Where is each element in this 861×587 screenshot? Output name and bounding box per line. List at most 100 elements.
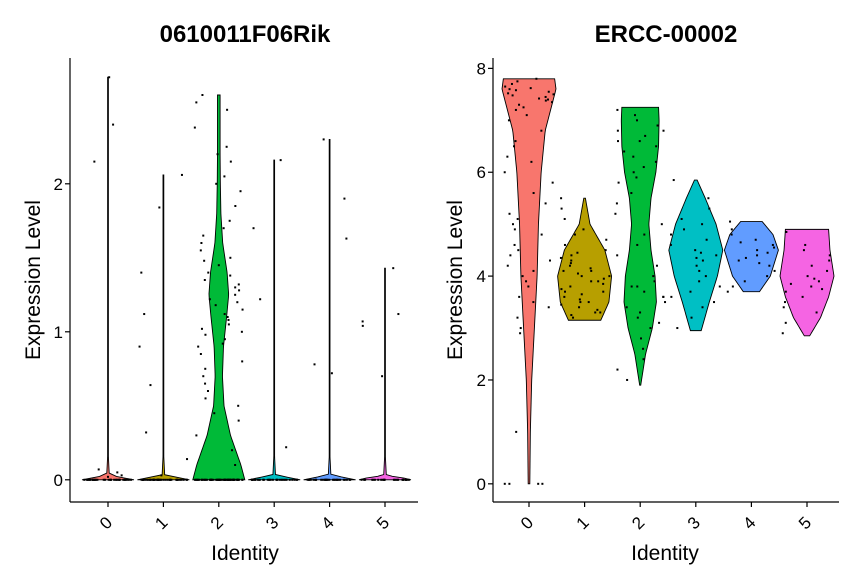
point-right-3-2 bbox=[708, 207, 711, 210]
point-left-2-26 bbox=[205, 478, 208, 481]
chart-title-left: 0610011F06Rik bbox=[160, 21, 331, 48]
point-left-3-14 bbox=[258, 478, 261, 481]
point-right-2-33 bbox=[649, 327, 652, 330]
point-left-1-1 bbox=[154, 478, 157, 481]
point-left-1-23 bbox=[157, 478, 160, 481]
point-right-2-21 bbox=[616, 254, 619, 257]
point-right-2-29 bbox=[625, 306, 628, 309]
point-left-1-29 bbox=[142, 478, 145, 481]
point-right-4-0 bbox=[729, 220, 732, 223]
point-left-0-10 bbox=[107, 478, 110, 481]
points-group-right-2 bbox=[614, 108, 667, 381]
point-right-1-10 bbox=[559, 256, 562, 259]
point-left-1-33 bbox=[180, 478, 183, 481]
point-left-1-41 bbox=[158, 206, 161, 209]
point-left-1-24 bbox=[140, 478, 143, 481]
violin-group-left-5 bbox=[358, 267, 412, 481]
point-right-1-14 bbox=[589, 267, 592, 270]
point-left-0-33 bbox=[104, 478, 107, 481]
point-left-1-22 bbox=[177, 478, 179, 481]
point-left-2-68 bbox=[215, 182, 218, 185]
point-right-5-0 bbox=[785, 230, 788, 233]
point-right-0-19 bbox=[551, 101, 554, 104]
point-right-3-17 bbox=[698, 280, 701, 283]
point-left-5-10 bbox=[381, 478, 384, 481]
point-right-2-16 bbox=[615, 202, 618, 205]
violin-right-0 bbox=[501, 78, 557, 485]
y-tick-label-left-1: 1 bbox=[54, 323, 63, 342]
point-right-0-6 bbox=[510, 82, 513, 85]
point-left-2-89 bbox=[241, 308, 244, 311]
point-right-1-29 bbox=[578, 306, 581, 309]
violin-group-right-2 bbox=[620, 106, 660, 386]
point-left-4-22 bbox=[314, 478, 317, 481]
point-left-5-11 bbox=[397, 478, 400, 481]
point-right-0-44 bbox=[532, 269, 535, 272]
point-right-3-12 bbox=[695, 256, 698, 259]
point-left-0-8 bbox=[122, 478, 125, 481]
point-right-2-14 bbox=[617, 181, 620, 184]
point-left-2-80 bbox=[229, 274, 232, 277]
point-right-1-23 bbox=[564, 290, 566, 293]
point-right-0-4 bbox=[535, 77, 538, 80]
point-left-2-67 bbox=[223, 175, 226, 178]
point-left-5-26 bbox=[397, 313, 400, 316]
point-left-2-29 bbox=[237, 478, 240, 481]
point-left-3-24 bbox=[284, 478, 287, 481]
point-right-2-36 bbox=[642, 358, 645, 361]
point-left-0-31 bbox=[123, 478, 126, 481]
point-right-1-16 bbox=[576, 272, 579, 275]
points-group-left-5 bbox=[360, 267, 410, 481]
panel-right: ERCC-00002 Expression Level Identity 0 2 4… bbox=[444, 21, 839, 565]
point-left-2-91 bbox=[226, 316, 229, 318]
point-left-2-69 bbox=[239, 190, 242, 193]
panel-left: 0610011F06Rik Expression Level Identity … bbox=[22, 21, 418, 565]
point-left-2-112 bbox=[234, 464, 237, 466]
points-group-right-0 bbox=[503, 77, 555, 485]
points-group-left-3 bbox=[250, 159, 299, 481]
point-left-4-13 bbox=[306, 478, 309, 481]
point-left-2-108 bbox=[213, 412, 216, 415]
point-left-4-4 bbox=[343, 478, 346, 481]
point-right-4-9 bbox=[756, 254, 759, 257]
violin-right-5 bbox=[779, 228, 835, 337]
point-right-0-32 bbox=[532, 192, 535, 195]
point-right-1-1 bbox=[560, 207, 563, 210]
point-left-5-7 bbox=[377, 478, 380, 481]
point-left-2-76 bbox=[229, 256, 232, 259]
point-left-2-75 bbox=[199, 249, 202, 252]
point-left-2-40 bbox=[241, 478, 244, 481]
point-right-0-22 bbox=[514, 108, 517, 111]
point-left-0-35 bbox=[108, 76, 111, 79]
point-right-4-3 bbox=[754, 238, 757, 241]
point-left-2-79 bbox=[207, 271, 210, 274]
point-left-2-61 bbox=[195, 101, 198, 104]
point-left-3-16 bbox=[275, 478, 278, 481]
point-left-2-55 bbox=[227, 478, 230, 481]
x-tick-label-left-1: 1 bbox=[151, 513, 171, 533]
point-left-0-27 bbox=[89, 478, 92, 481]
point-right-5-6 bbox=[826, 269, 829, 272]
point-left-2-24 bbox=[212, 478, 215, 481]
point-left-2-58 bbox=[218, 478, 221, 481]
point-right-0-39 bbox=[513, 243, 516, 246]
point-left-2-57 bbox=[193, 478, 196, 481]
violin-right-4 bbox=[723, 221, 779, 293]
point-right-4-11 bbox=[737, 259, 740, 262]
violin-right-1 bbox=[557, 197, 613, 321]
point-left-2-56 bbox=[224, 478, 227, 481]
point-right-3-18 bbox=[718, 285, 721, 288]
x-tick-label-right-3: 3 bbox=[684, 513, 704, 533]
point-right-2-7 bbox=[655, 145, 658, 148]
point-left-5-13 bbox=[372, 478, 375, 481]
point-right-1-21 bbox=[569, 285, 572, 288]
point-right-3-0 bbox=[672, 179, 675, 182]
point-right-3-11 bbox=[715, 254, 718, 257]
point-right-1-4 bbox=[573, 233, 576, 236]
point-left-2-99 bbox=[197, 345, 200, 348]
point-left-2-95 bbox=[240, 330, 243, 333]
violin-right-3 bbox=[668, 179, 724, 332]
point-left-4-31 bbox=[343, 197, 346, 200]
point-right-0-46 bbox=[525, 280, 528, 283]
y-tick-label-left-0: 0 bbox=[54, 471, 63, 490]
